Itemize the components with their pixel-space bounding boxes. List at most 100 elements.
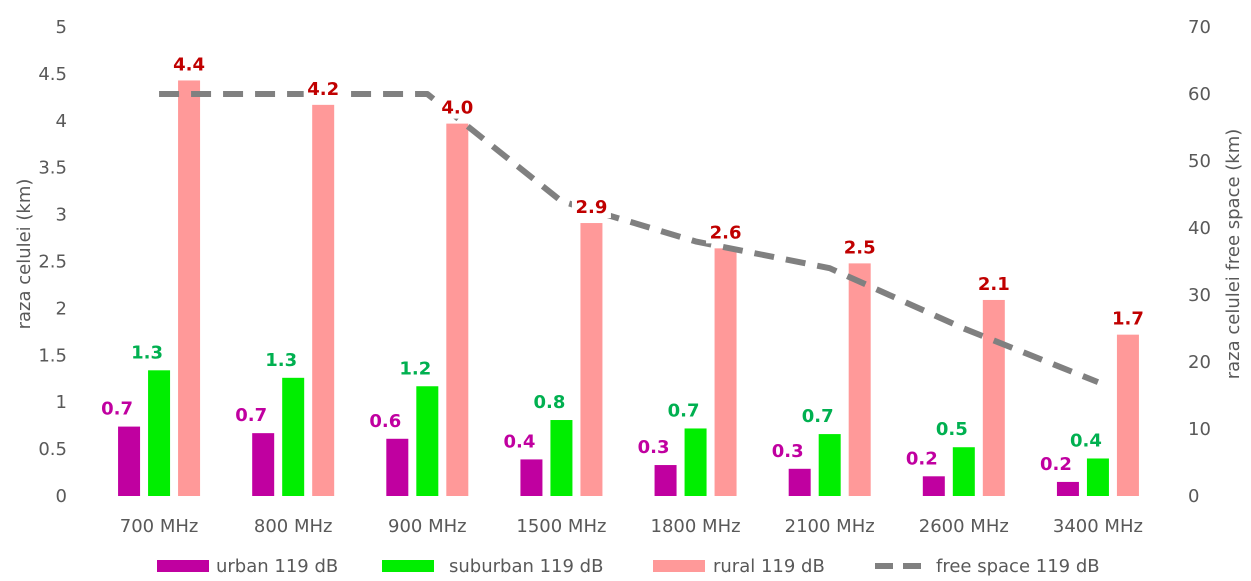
right-axis: 0 10 20 30 40 50 60 70 xyxy=(1188,17,1211,507)
data-label-bg xyxy=(634,436,674,459)
x-tick-label: 2100 MHz xyxy=(785,516,875,537)
y2-tick-label: 0 xyxy=(1188,486,1199,507)
line-path xyxy=(159,91,1100,385)
bar xyxy=(148,370,171,496)
x-tick-label: 800 MHz xyxy=(254,516,333,537)
bar xyxy=(118,426,141,496)
bar xyxy=(848,263,871,496)
left-axis: 0 0.5 1 1.5 2 2.5 3 3.5 4 4.5 5 xyxy=(38,17,67,507)
bar xyxy=(684,428,707,496)
x-tick-label: 900 MHz xyxy=(388,516,467,537)
data-label: 0.5 xyxy=(936,419,968,440)
data-label: 0.2 xyxy=(906,448,938,469)
bar xyxy=(178,80,201,496)
legend-label: rural 119 dB xyxy=(713,556,825,577)
bar-series xyxy=(118,80,1139,497)
bar xyxy=(580,223,603,497)
data-label: 1.2 xyxy=(399,358,431,379)
data-label-bg xyxy=(395,357,435,380)
y2-tick-label: 70 xyxy=(1188,17,1211,38)
y-tick-label: 4.5 xyxy=(38,64,67,85)
bar xyxy=(1056,481,1079,496)
data-label: 0.7 xyxy=(802,406,834,427)
bar xyxy=(654,465,677,496)
bar xyxy=(818,434,841,496)
y-tick-label: 2 xyxy=(56,298,67,319)
x-tick-label: 1500 MHz xyxy=(516,516,606,537)
data-label: 0.6 xyxy=(369,411,401,432)
line-series xyxy=(159,91,1100,385)
data-label: 0.7 xyxy=(235,405,267,426)
bar xyxy=(788,468,811,496)
data-label-bg xyxy=(798,405,838,428)
y-axis-title: raza celulei (km) xyxy=(14,179,35,330)
bar xyxy=(982,299,1005,496)
data-label: 1.7 xyxy=(1112,309,1144,330)
y-tick-label: 1.5 xyxy=(38,345,67,366)
data-label: 0.4 xyxy=(503,431,535,452)
data-label: 2.9 xyxy=(575,197,607,218)
data-label: 0.3 xyxy=(772,441,804,462)
data-label-bg xyxy=(974,272,1014,295)
data-label-bg xyxy=(499,430,539,453)
data-label: 0.8 xyxy=(533,392,565,413)
bar xyxy=(282,377,305,496)
data-label-bg xyxy=(529,391,569,414)
bar xyxy=(952,447,975,496)
bar xyxy=(1116,334,1139,496)
data-label-bg xyxy=(1108,307,1148,330)
data-label: 4.4 xyxy=(173,54,205,75)
data-label: 4.2 xyxy=(307,79,339,100)
data-label: 1.3 xyxy=(265,350,297,371)
bar xyxy=(922,476,945,496)
data-label: 0.3 xyxy=(638,437,670,458)
x-tick-label: 1800 MHz xyxy=(651,516,741,537)
y-tick-label: 2.5 xyxy=(38,252,67,273)
data-label: 2.5 xyxy=(844,237,876,258)
data-label-bg xyxy=(261,348,301,371)
data-label-bg xyxy=(127,341,167,364)
data-label-bg xyxy=(664,399,704,422)
data-label-bg xyxy=(902,447,942,470)
y2-tick-label: 60 xyxy=(1188,84,1211,105)
bar xyxy=(550,420,573,496)
legend-label: free space 119 dB xyxy=(936,556,1100,577)
data-label: 2.1 xyxy=(978,274,1010,295)
y2-tick-label: 10 xyxy=(1188,419,1211,440)
data-label: 0.7 xyxy=(668,400,700,421)
data-label-bg xyxy=(169,53,209,76)
y-tick-label: 3.5 xyxy=(38,158,67,179)
data-label: 0.4 xyxy=(1070,430,1102,451)
legend-label: urban 119 dB xyxy=(216,556,338,577)
bar xyxy=(312,104,335,496)
y-tick-label: 5 xyxy=(56,17,67,38)
y-tick-label: 0 xyxy=(56,486,67,507)
data-label-bg xyxy=(97,397,137,420)
x-tick-label: 700 MHz xyxy=(120,516,199,537)
y2-axis-title: raza celulei free space (km) xyxy=(1223,129,1244,380)
data-label-bg xyxy=(768,439,808,462)
data-label: 0.2 xyxy=(1040,454,1072,475)
y2-tick-label: 30 xyxy=(1188,285,1211,306)
bar xyxy=(446,123,469,496)
data-label-bg xyxy=(365,409,405,432)
y2-tick-label: 40 xyxy=(1188,218,1211,239)
x-tick-label: 3400 MHz xyxy=(1053,516,1143,537)
x-axis: 700 MHz 800 MHz 900 MHz 1500 MHz 1800 MHz 210… xyxy=(120,516,1143,537)
data-label: 4.0 xyxy=(441,98,473,119)
legend-swatch xyxy=(653,560,705,572)
data-label-bg xyxy=(231,404,271,427)
data-label: 0.7 xyxy=(101,399,133,420)
data-labels: 0.7 0.7 0.6 0.4 0.3 0.3 0.2 0.2 1.3 1.3 1.2 0.8 0.7 0… xyxy=(97,53,1148,475)
data-label-bg xyxy=(932,418,972,441)
x-tick-label: 2600 MHz xyxy=(919,516,1009,537)
y2-tick-label: 50 xyxy=(1188,151,1211,172)
legend-swatch xyxy=(157,560,209,572)
bar xyxy=(416,386,439,496)
bar xyxy=(520,459,543,496)
legend: urban 119 dB suburban 119 dB rural 119 dB f… xyxy=(157,556,1100,577)
bar xyxy=(714,248,737,496)
y-tick-label: 3 xyxy=(56,205,67,226)
y-tick-label: 4 xyxy=(56,111,67,132)
